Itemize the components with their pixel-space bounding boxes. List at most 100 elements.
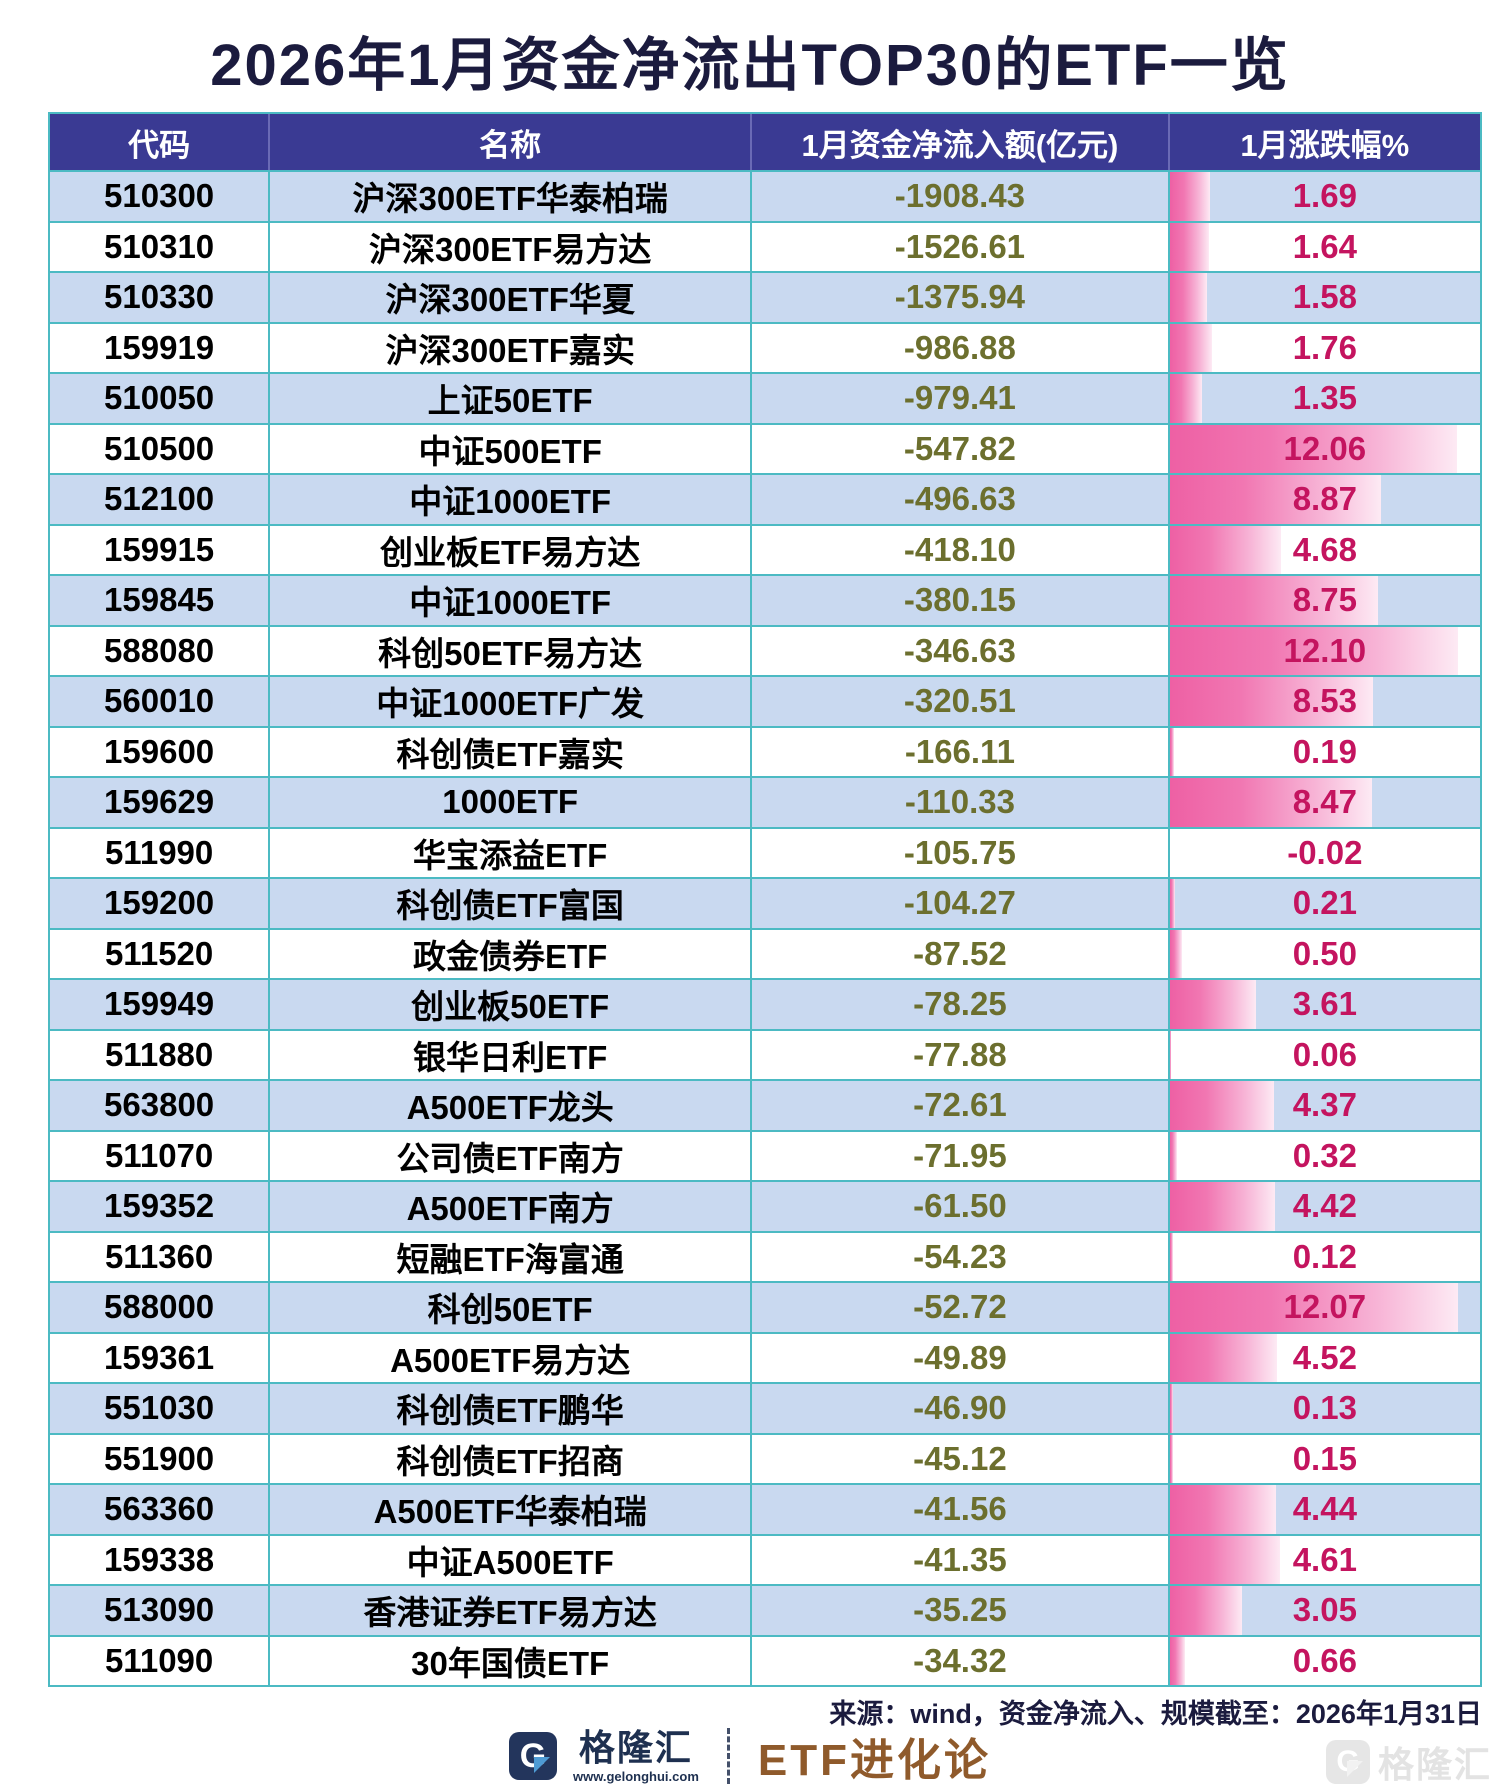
table-row: 159200 科创债ETF富国 -104.27 0.21 bbox=[50, 877, 1480, 928]
name-cell: 科创债ETF招商 bbox=[270, 1434, 753, 1483]
name-cell: 香港证券ETF易方达 bbox=[270, 1586, 753, 1635]
table-row: 551900 科创债ETF招商 -45.12 0.15 bbox=[50, 1432, 1480, 1483]
code-cell: 563800 bbox=[50, 1081, 271, 1130]
flow-cell: -87.52 bbox=[752, 929, 1170, 978]
change-bar bbox=[1169, 1434, 1174, 1483]
change-bar bbox=[1169, 879, 1175, 928]
table-row: 511070 公司债ETF南方 -71.95 0.32 bbox=[50, 1129, 1480, 1180]
change-bar bbox=[1169, 475, 1382, 524]
flow-cell: -320.51 bbox=[752, 677, 1170, 726]
change-value: 0.66 bbox=[1292, 1641, 1357, 1679]
change-bar bbox=[1169, 1131, 1178, 1180]
name-cell: A500ETF龙头 bbox=[270, 1081, 753, 1130]
table-row: 159915 创业板ETF易方达 -418.10 4.68 bbox=[50, 523, 1480, 574]
change-value: 0.06 bbox=[1292, 1035, 1357, 1073]
flow-cell: -77.88 bbox=[752, 1030, 1170, 1079]
brand-url: www.gelonghui.com bbox=[572, 1768, 699, 1784]
table-row: 563360 A500ETF华泰柏瑞 -41.56 4.44 bbox=[50, 1483, 1480, 1534]
change-value: 3.05 bbox=[1292, 1591, 1357, 1629]
change-value: 0.32 bbox=[1292, 1136, 1357, 1174]
change-cell: 1.64 bbox=[1169, 222, 1480, 271]
name-cell: 中证1000ETF bbox=[270, 475, 753, 524]
change-bar bbox=[1169, 1485, 1276, 1534]
change-value: 8.75 bbox=[1292, 581, 1357, 619]
change-bar bbox=[1169, 980, 1256, 1029]
change-bar bbox=[1169, 626, 1459, 675]
header-net-flow: 1月资金净流入额(亿元) bbox=[752, 114, 1170, 170]
change-cell: 12.06 bbox=[1169, 424, 1480, 473]
change-value: 8.53 bbox=[1292, 682, 1357, 720]
change-cell: -0.02 bbox=[1170, 829, 1480, 878]
code-cell: 513090 bbox=[50, 1586, 271, 1635]
change-cell: 1.58 bbox=[1169, 273, 1480, 322]
table-row: 510050 上证50ETF -979.41 1.35 bbox=[50, 372, 1480, 423]
change-cell: 1.76 bbox=[1169, 323, 1480, 372]
change-cell: 0.32 bbox=[1169, 1131, 1480, 1180]
name-cell: 中证A500ETF bbox=[270, 1535, 753, 1584]
change-value: 0.13 bbox=[1292, 1389, 1357, 1427]
code-cell: 588000 bbox=[50, 1283, 271, 1332]
brand-name: 格隆汇 bbox=[578, 1726, 693, 1768]
change-value: 12.06 bbox=[1283, 429, 1367, 467]
code-cell: 159915 bbox=[50, 525, 271, 574]
code-cell: 159629 bbox=[50, 778, 271, 827]
change-cell: 0.21 bbox=[1169, 879, 1480, 928]
change-cell: 8.47 bbox=[1169, 778, 1480, 827]
name-cell: 30年国债ETF bbox=[270, 1636, 753, 1685]
code-cell: 159600 bbox=[50, 727, 271, 776]
table-row: 159352 A500ETF南方 -61.50 4.42 bbox=[50, 1180, 1480, 1231]
change-bar bbox=[1169, 727, 1175, 776]
change-value: 3.61 bbox=[1292, 985, 1357, 1023]
flow-cell: -78.25 bbox=[752, 980, 1170, 1029]
change-value: 4.42 bbox=[1292, 1187, 1357, 1225]
dashed-divider bbox=[726, 1728, 730, 1784]
change-cell: 0.19 bbox=[1169, 727, 1480, 776]
code-cell: 511070 bbox=[50, 1131, 271, 1180]
change-cell: 4.37 bbox=[1169, 1081, 1480, 1130]
table-row: 510330 沪深300ETF华夏 -1375.94 1.58 bbox=[50, 271, 1480, 322]
change-value: 4.61 bbox=[1292, 1540, 1357, 1578]
change-bar bbox=[1169, 1030, 1172, 1079]
flow-cell: -979.41 bbox=[752, 374, 1170, 423]
table-row: 510500 中证500ETF -547.82 12.06 bbox=[50, 422, 1480, 473]
page-title: 2026年1月资金净流出TOP30的ETF一览 bbox=[210, 33, 1290, 98]
code-cell: 159361 bbox=[50, 1333, 271, 1382]
change-cell: 0.15 bbox=[1169, 1434, 1480, 1483]
name-cell: 中证1000ETF广发 bbox=[270, 677, 753, 726]
change-cell: 12.10 bbox=[1169, 626, 1480, 675]
flow-cell: -1526.61 bbox=[752, 222, 1170, 271]
name-cell: 沪深300ETF华夏 bbox=[270, 273, 753, 322]
table-row: 159949 创业板50ETF -78.25 3.61 bbox=[50, 978, 1480, 1029]
code-cell: 551900 bbox=[50, 1434, 271, 1483]
change-cell: 0.13 bbox=[1169, 1384, 1480, 1433]
name-cell: 沪深300ETF易方达 bbox=[270, 222, 753, 271]
name-cell: 科创债ETF嘉实 bbox=[270, 727, 753, 776]
flow-cell: -61.50 bbox=[752, 1182, 1170, 1231]
flow-cell: -45.12 bbox=[752, 1434, 1170, 1483]
change-value: 8.87 bbox=[1292, 480, 1357, 518]
change-cell: 0.06 bbox=[1169, 1030, 1480, 1079]
watermark-logo-icon: G bbox=[1325, 1740, 1370, 1784]
name-cell: 科创债ETF富国 bbox=[270, 879, 753, 928]
code-cell: 511990 bbox=[50, 828, 271, 877]
watermark-text: 格隆汇 bbox=[1377, 1744, 1492, 1785]
table-row: 560010 中证1000ETF广发 -320.51 8.53 bbox=[50, 675, 1480, 726]
code-cell: 159919 bbox=[50, 323, 271, 372]
change-bar bbox=[1169, 576, 1379, 625]
table-row: 159629 1000ETF -110.33 8.47 bbox=[50, 776, 1480, 827]
change-value: 0.12 bbox=[1292, 1237, 1357, 1275]
change-value: 1.64 bbox=[1292, 227, 1357, 265]
name-cell: 创业板ETF易方达 bbox=[270, 525, 753, 574]
flow-cell: -418.10 bbox=[752, 525, 1170, 574]
table-row: 159919 沪深300ETF嘉实 -986.88 1.76 bbox=[50, 321, 1480, 372]
change-bar bbox=[1169, 222, 1209, 271]
name-cell: 科创50ETF易方达 bbox=[270, 626, 753, 675]
change-bar bbox=[1169, 1636, 1186, 1685]
table-row: 159845 中证1000ETF -380.15 8.75 bbox=[50, 574, 1480, 625]
change-cell: 3.05 bbox=[1169, 1586, 1480, 1635]
flow-cell: -72.61 bbox=[752, 1081, 1170, 1130]
table-row: 159338 中证A500ETF -41.35 4.61 bbox=[50, 1533, 1480, 1584]
code-cell: 510500 bbox=[50, 424, 271, 473]
code-cell: 563360 bbox=[50, 1485, 271, 1534]
series-name: ETF进化论 bbox=[757, 1736, 991, 1785]
